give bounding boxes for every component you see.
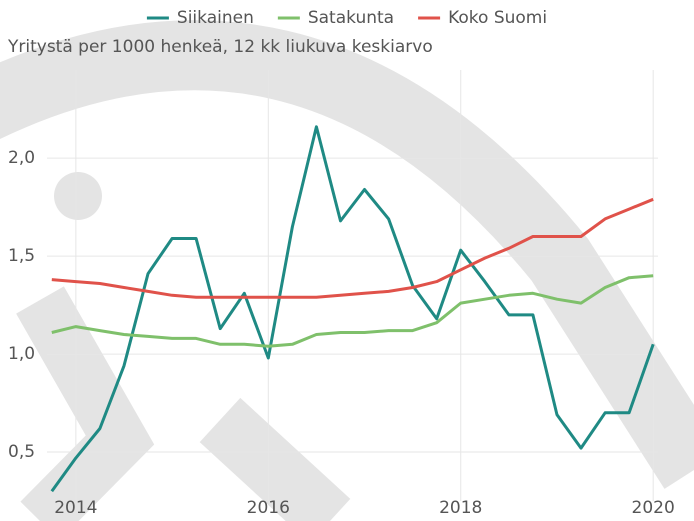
x-tick-label: 2016 — [247, 498, 290, 518]
legend: Siikainen Satakunta Koko Suomi — [146, 8, 547, 28]
x-tick-label: 2020 — [632, 498, 675, 518]
line — [50, 125, 655, 493]
line — [51, 274, 654, 348]
y-tick-label: 1,0 — [8, 344, 35, 364]
x-tick-label: 2014 — [54, 498, 97, 518]
x-tick-label: 2018 — [439, 498, 482, 518]
watermark — [0, 20, 694, 521]
grid — [47, 70, 658, 501]
y-tick-label: 1,5 — [8, 246, 35, 266]
legend-label: Satakunta — [308, 8, 394, 28]
y-tick-label: 0,5 — [8, 442, 35, 462]
subtitle: Yritystä per 1000 henkeä, 12 kk liukuva … — [7, 37, 433, 57]
line — [51, 197, 654, 299]
legend-label: Siikainen — [177, 8, 254, 28]
y-tick-label: 2,0 — [8, 148, 35, 168]
legend-label: Koko Suomi — [448, 8, 547, 28]
